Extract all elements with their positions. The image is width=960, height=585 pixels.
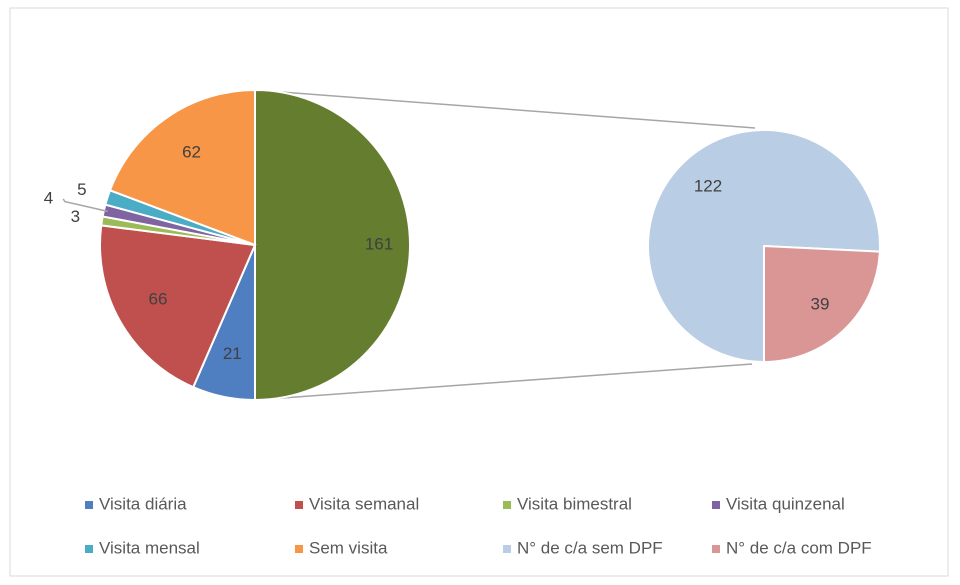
legend-swatch (295, 545, 303, 553)
data-label: 66 (149, 290, 168, 309)
pie-slice (254, 88, 411, 402)
data-label: 4 (44, 188, 53, 207)
legend-label: Visita quinzenal (726, 494, 845, 513)
pie-slice (108, 88, 256, 247)
legend-label: Visita mensal (99, 538, 200, 557)
pie-slice (99, 224, 257, 389)
legend-swatch (503, 501, 511, 509)
legend-label: Visita bimestral (517, 494, 632, 513)
legend-swatch (295, 501, 303, 509)
pie-slice (763, 244, 881, 364)
legend-swatch (503, 545, 511, 553)
legend-swatch (712, 501, 720, 509)
leader-line (62, 198, 108, 213)
legend-label: N° de c/a com DPF (726, 538, 872, 557)
data-label: 62 (182, 143, 201, 162)
legend-swatch (85, 545, 93, 553)
connector (254, 363, 753, 401)
legend-label: N° de c/a sem DPF (517, 538, 663, 557)
legend-label: Visita semanal (309, 494, 419, 513)
legend-swatch (85, 501, 93, 509)
data-label: 39 (811, 294, 830, 313)
data-label: 161 (365, 234, 393, 253)
data-label: 122 (694, 177, 722, 196)
pie-slice (647, 129, 881, 364)
data-label: 5 (77, 180, 86, 199)
legend-label: Sem visita (309, 538, 388, 557)
legend-label: Visita diária (99, 494, 187, 513)
connector (254, 89, 756, 129)
data-label: 21 (223, 344, 242, 363)
data-label: 3 (71, 207, 80, 226)
legend-swatch (712, 545, 720, 553)
